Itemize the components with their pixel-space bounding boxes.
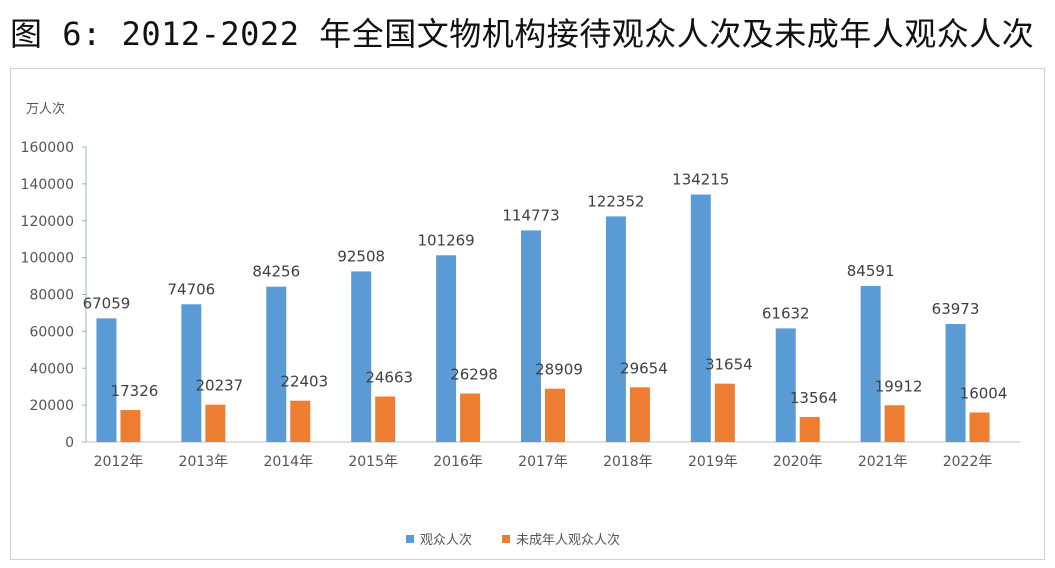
bar-visitors <box>351 271 372 442</box>
bar-minor-visitors <box>460 393 481 442</box>
data-label-visitors: 134215 <box>672 171 729 189</box>
figure-title: 图 6: 2012-2022 年全国文物机构接待观众人次及未成年人观众人次 <box>10 15 1035 53</box>
bar-visitors <box>690 194 711 442</box>
data-label-visitors: 74706 <box>168 280 216 298</box>
y-tick-label: 60000 <box>29 324 74 340</box>
bar-visitors <box>605 216 626 442</box>
data-label-visitors: 84256 <box>252 263 300 281</box>
x-tick-label: 2019年 <box>688 454 738 470</box>
legend-label: 未成年人观众人次 <box>516 532 620 548</box>
bar-visitors <box>436 255 457 442</box>
data-label-visitors: 67059 <box>83 294 131 312</box>
data-label-visitors: 61632 <box>762 304 810 322</box>
bar-visitors <box>945 324 966 442</box>
data-label-visitors: 63973 <box>932 300 980 318</box>
bar-minor-visitors <box>290 400 311 442</box>
x-tick-label: 2016年 <box>433 454 483 470</box>
y-tick-label: 100000 <box>21 251 74 267</box>
x-tick-label: 2022年 <box>943 454 993 470</box>
x-tick-label: 2013年 <box>179 454 229 470</box>
data-label-minor-visitors: 31654 <box>705 356 753 374</box>
legend-swatch <box>502 535 510 543</box>
y-tick-label: 140000 <box>21 177 74 193</box>
chart-frame <box>10 68 1045 560</box>
data-label-visitors: 122352 <box>587 192 644 210</box>
data-label-minor-visitors: 22403 <box>280 373 328 391</box>
legend-label: 观众人次 <box>420 532 472 548</box>
x-tick-label: 2017年 <box>518 454 568 470</box>
bar-visitors <box>860 286 881 442</box>
x-tick-label: 2020年 <box>773 454 823 470</box>
x-tick-label: 2015年 <box>348 454 398 470</box>
legend: 观众人次 未成年人观众人次 <box>406 532 620 548</box>
bar-minor-visitors <box>375 396 396 442</box>
y-tick-label: 120000 <box>21 214 74 230</box>
bar-visitors <box>775 328 796 442</box>
x-tick-label: 2021年 <box>858 454 908 470</box>
x-axis-labels: 2012年 2013年 2014年 2015年 2016年 2017年 2018年 2019年… <box>94 454 993 470</box>
y-tick-label: 0 <box>65 435 74 451</box>
bar-minor-visitors <box>884 405 905 442</box>
x-tick-label: 2018年 <box>603 454 653 470</box>
data-label-minor-visitors: 28909 <box>535 361 583 379</box>
data-label-minor-visitors: 29654 <box>620 359 668 377</box>
data-label-minor-visitors: 13564 <box>790 389 838 407</box>
data-label-visitors: 114773 <box>502 206 559 224</box>
data-label-minor-visitors: 17326 <box>111 382 159 400</box>
data-label-visitors: 92508 <box>337 247 385 265</box>
bar-minor-visitors <box>120 410 141 442</box>
bar-minor-visitors <box>714 383 735 442</box>
bar-minor-visitors <box>545 388 565 442</box>
bar-visitors <box>96 318 117 442</box>
data-label-minor-visitors: 16004 <box>960 384 1008 402</box>
y-tick-label: 40000 <box>29 361 74 377</box>
bar-visitors <box>181 304 202 442</box>
data-label-visitors: 84591 <box>847 262 895 280</box>
y-axis-ticks: 0 20000 40000 60000 80000 100000 120000 140000 1… <box>21 140 86 451</box>
bar-minor-visitors <box>205 404 226 442</box>
data-label-minor-visitors: 19912 <box>875 377 923 395</box>
x-tick-label: 2014年 <box>263 454 313 470</box>
data-label-minor-visitors: 26298 <box>450 366 498 384</box>
y-axis-label: 万人次 <box>26 101 65 117</box>
bars-group: 67059 17326 74706 20237 84256 22403 92508 24663… <box>83 171 1008 442</box>
y-tick-label: 20000 <box>29 398 74 414</box>
legend-swatch <box>406 535 414 543</box>
bar-minor-visitors <box>629 387 650 442</box>
bar-visitors <box>521 230 541 442</box>
data-label-minor-visitors: 20237 <box>196 377 244 395</box>
y-tick-label: 80000 <box>29 288 74 304</box>
y-tick-label: 160000 <box>21 140 74 156</box>
data-label-minor-visitors: 24663 <box>365 369 413 387</box>
x-tick-label: 2012年 <box>94 454 144 470</box>
data-label-visitors: 101269 <box>417 231 474 249</box>
bar-visitors <box>266 286 287 442</box>
bar-minor-visitors <box>799 416 820 442</box>
bar-minor-visitors <box>969 412 990 442</box>
